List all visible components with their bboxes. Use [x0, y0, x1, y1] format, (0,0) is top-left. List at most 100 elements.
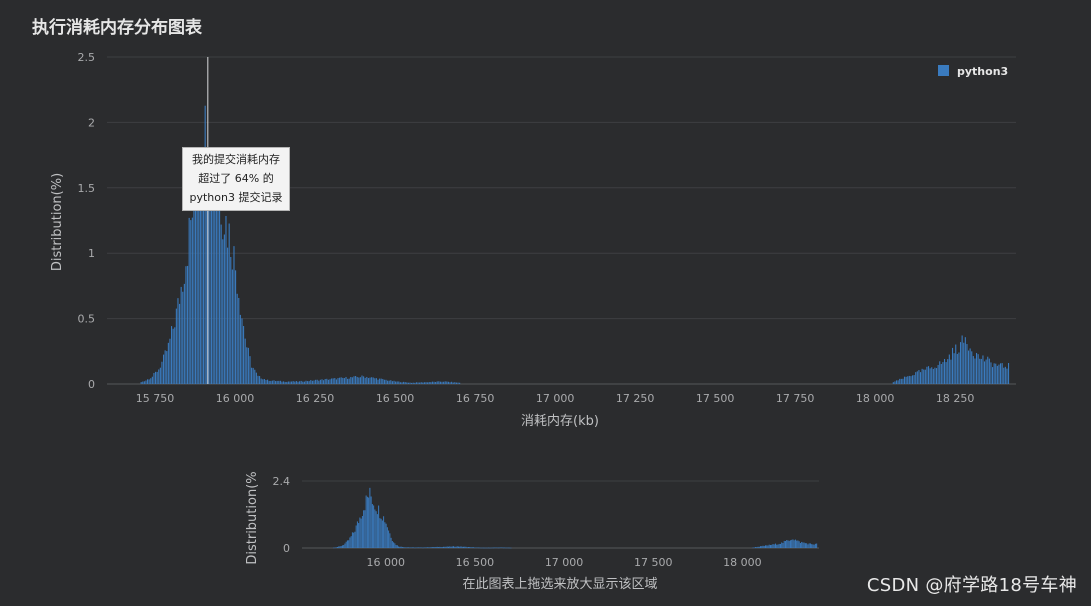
bar[interactable] [228, 223, 230, 384]
bar[interactable] [892, 382, 894, 384]
bar[interactable] [761, 546, 763, 548]
bar[interactable] [255, 372, 257, 384]
bar[interactable] [500, 547, 502, 549]
bar[interactable] [816, 543, 818, 548]
bar[interactable] [422, 382, 424, 384]
bar[interactable] [446, 546, 448, 548]
bar[interactable] [334, 547, 336, 549]
bar[interactable] [434, 547, 436, 548]
bar[interactable] [753, 547, 755, 549]
bar[interactable] [924, 369, 926, 384]
bar[interactable] [762, 545, 764, 548]
bar[interactable] [174, 327, 176, 384]
bar[interactable] [895, 380, 898, 384]
bar[interactable] [467, 547, 469, 548]
bar[interactable] [196, 198, 198, 384]
bar[interactable] [454, 546, 456, 548]
bar[interactable] [415, 382, 417, 384]
bar[interactable] [360, 518, 362, 548]
bar[interactable] [191, 217, 193, 384]
bar[interactable] [464, 546, 466, 548]
bar[interactable] [931, 367, 933, 384]
bar[interactable] [915, 372, 917, 384]
bar[interactable] [369, 377, 371, 384]
bar[interactable] [411, 547, 413, 548]
bar[interactable] [806, 543, 808, 548]
bar[interactable] [238, 297, 240, 384]
bar[interactable] [447, 381, 449, 384]
bar[interactable] [408, 547, 410, 548]
bar[interactable] [492, 547, 494, 549]
bar[interactable] [140, 382, 142, 384]
bar[interactable] [414, 547, 416, 549]
bar[interactable] [791, 539, 793, 548]
bar[interactable] [249, 356, 251, 384]
bar[interactable] [398, 546, 400, 548]
bar[interactable] [387, 380, 389, 384]
bar[interactable] [419, 382, 421, 384]
bar[interactable] [148, 379, 150, 384]
bar[interactable] [776, 544, 778, 548]
bar[interactable] [899, 378, 901, 384]
bar[interactable] [988, 358, 990, 384]
bar[interactable] [798, 541, 800, 548]
bar[interactable] [398, 381, 400, 384]
bar[interactable] [393, 542, 395, 548]
bar[interactable] [145, 380, 147, 384]
bar[interactable] [507, 547, 509, 549]
bar[interactable] [900, 378, 902, 384]
bar[interactable] [257, 375, 259, 384]
bar[interactable] [486, 547, 488, 549]
bar[interactable] [403, 381, 405, 384]
bar[interactable] [388, 530, 390, 548]
bar[interactable] [779, 543, 781, 548]
bar[interactable] [950, 359, 952, 384]
bar[interactable] [353, 376, 355, 384]
bar[interactable] [999, 363, 1002, 384]
bar[interactable] [417, 382, 419, 384]
bar[interactable] [365, 495, 367, 548]
bar[interactable] [966, 344, 968, 384]
bar[interactable] [151, 376, 153, 384]
bar[interactable] [431, 381, 433, 384]
bar[interactable] [911, 375, 914, 384]
bar[interactable] [448, 546, 450, 548]
bar[interactable] [407, 382, 409, 384]
bar[interactable] [783, 540, 785, 548]
bar[interactable] [764, 545, 766, 548]
bar[interactable] [410, 547, 412, 549]
bar[interactable] [241, 318, 243, 384]
bar[interactable] [945, 362, 947, 384]
bar[interactable] [769, 545, 771, 548]
bar[interactable] [504, 547, 506, 549]
bar[interactable] [209, 186, 211, 384]
bar[interactable] [278, 380, 280, 384]
bar[interactable] [972, 356, 974, 384]
bar[interactable] [426, 547, 428, 548]
bar[interactable] [465, 546, 467, 548]
bar[interactable] [185, 266, 187, 384]
bar[interactable] [457, 382, 459, 384]
bar[interactable] [372, 377, 374, 384]
bar[interactable] [427, 382, 429, 384]
bar[interactable] [349, 537, 351, 548]
bar[interactable] [172, 328, 174, 384]
bar[interactable] [799, 542, 801, 548]
bar[interactable] [271, 380, 273, 384]
bar[interactable] [364, 510, 366, 548]
bar[interactable] [339, 546, 341, 548]
bar[interactable] [359, 377, 361, 384]
bar[interactable] [409, 547, 411, 549]
bar[interactable] [327, 379, 329, 384]
bar[interactable] [803, 542, 805, 548]
bar[interactable] [175, 308, 177, 384]
bar[interactable] [302, 381, 304, 384]
bar[interactable] [505, 547, 507, 549]
bar[interactable] [279, 380, 281, 384]
bar[interactable] [353, 532, 355, 548]
bar[interactable] [180, 286, 182, 384]
bar[interactable] [420, 547, 422, 548]
bar[interactable] [331, 378, 333, 384]
bar[interactable] [942, 362, 944, 384]
bar[interactable] [497, 547, 499, 549]
